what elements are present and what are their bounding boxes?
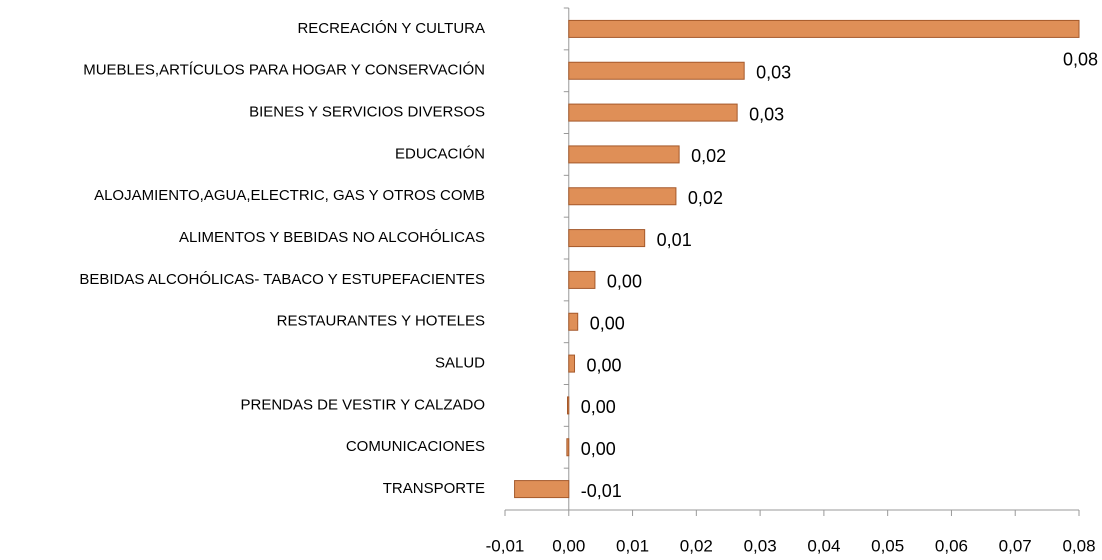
value-label: 0,00 (590, 314, 625, 334)
value-label: 0,02 (691, 146, 726, 166)
value-label: -0,01 (581, 481, 622, 501)
x-tick-label: -0,01 (486, 536, 525, 555)
value-label: 0,03 (756, 63, 791, 83)
category-label: RESTAURANTES Y HOTELES (277, 313, 485, 330)
x-tick-label: 0,03 (744, 536, 777, 555)
bar (568, 229, 646, 248)
bar (567, 396, 570, 415)
x-tick-label: 0,00 (552, 536, 585, 555)
category-label: SALUD (435, 355, 485, 372)
bar (568, 19, 1080, 38)
category-label: BEBIDAS ALCOHÓLICAS- TABACO Y ESTUPEFACI… (79, 271, 485, 288)
x-tick-label: 0,07 (999, 536, 1032, 555)
bar (568, 103, 738, 122)
category-label: ALIMENTOS Y BEBIDAS NO ALCOHÓLICAS (179, 229, 485, 246)
bar (568, 270, 596, 289)
value-label: 0,03 (749, 104, 784, 124)
category-label: EDUCACIÓN (395, 145, 485, 162)
value-label: 0,02 (688, 188, 723, 208)
bar (568, 61, 745, 80)
category-label: MUEBLES,ARTÍCULOS PARA HOGAR Y CONSERVAC… (83, 62, 485, 79)
value-label: 0,00 (587, 355, 622, 375)
bar (568, 145, 680, 164)
value-label: 0,01 (657, 230, 692, 250)
bar (568, 312, 579, 331)
x-tick-label: 0,01 (616, 536, 649, 555)
value-label: 0,00 (581, 397, 616, 417)
bar (568, 354, 576, 373)
category-label: PRENDAS DE VESTIR Y CALZADO (240, 396, 485, 413)
category-label: ALOJAMIENTO,AGUA,ELECTRIC, GAS Y OTROS C… (94, 187, 485, 204)
category-label: TRANSPORTE (383, 480, 485, 497)
x-tick-label: 0,02 (680, 536, 713, 555)
value-label: 0,00 (581, 439, 616, 459)
value-label: 0,08 (1063, 50, 1098, 70)
bar (514, 480, 570, 499)
bar (568, 187, 677, 206)
bar (566, 438, 570, 457)
category-label: COMUNICACIONES (346, 438, 485, 455)
x-tick-label: 0,05 (871, 536, 904, 555)
x-tick-label: 0,04 (807, 536, 840, 555)
value-label: 0,00 (607, 272, 642, 292)
category-label: RECREACIÓN Y CULTURA (297, 20, 485, 37)
category-label: BIENES Y SERVICIOS DIVERSOS (249, 104, 485, 121)
x-tick-label: 0,08 (1062, 536, 1095, 555)
x-tick-label: 0,06 (935, 536, 968, 555)
